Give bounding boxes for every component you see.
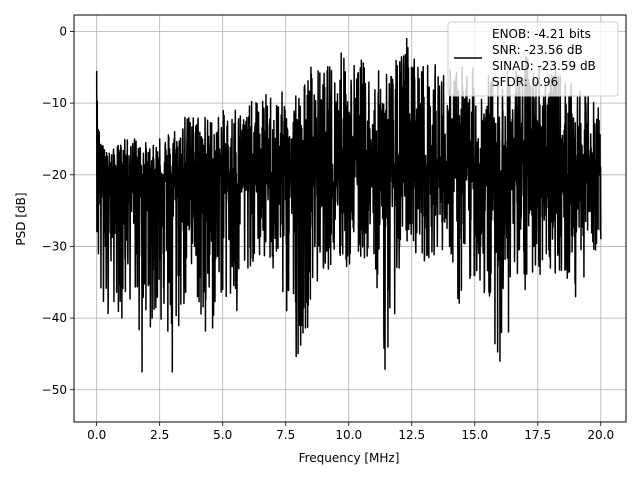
x-tick-label: 17.5 bbox=[524, 428, 551, 442]
x-axis-ticks: 0.0 2.5 5.0 7.5 10.0 12.5 15.0 17.5 20.0 bbox=[87, 422, 614, 442]
x-tick-label: 0.0 bbox=[87, 428, 106, 442]
plot-frame bbox=[73, 14, 627, 423]
y-axis-label: PSD [dB] bbox=[14, 192, 28, 245]
legend-entry-sinad: SINAD: -23.59 dB bbox=[492, 59, 596, 73]
x-tick-label: 20.0 bbox=[587, 428, 614, 442]
legend-entry-enob: ENOB: -4.21 bits bbox=[492, 27, 591, 41]
x-tick-label: 5.0 bbox=[213, 428, 232, 442]
x-tick-label: 7.5 bbox=[276, 428, 295, 442]
y-axis-ticks: 0 −10 −20 −30 −40 −50 bbox=[42, 24, 74, 397]
series-layer bbox=[95, 37, 602, 373]
x-tick-label: 10.0 bbox=[335, 428, 362, 442]
x-axis-label: Frequency [MHz] bbox=[299, 451, 400, 465]
y-tick-label: −50 bbox=[42, 383, 67, 397]
legend-entry-snr: SNR: -23.56 dB bbox=[492, 43, 583, 57]
x-tick-label: 12.5 bbox=[398, 428, 425, 442]
x-tick-label: 15.0 bbox=[461, 428, 488, 442]
x-tick-label: 2.5 bbox=[150, 428, 169, 442]
y-tick-label: 0 bbox=[59, 24, 67, 38]
legend: ENOB: -4.21 bits SNR: -23.56 dB SINAD: -… bbox=[447, 21, 619, 97]
legend-box bbox=[447, 21, 619, 97]
legend-entry-sfdr: SFDR: 0.96 bbox=[492, 75, 558, 89]
y-tick-label: −10 bbox=[42, 96, 67, 110]
y-tick-label: −20 bbox=[42, 168, 67, 182]
psd-series-line bbox=[95, 37, 602, 373]
y-tick-label: −40 bbox=[42, 311, 67, 325]
y-tick-label: −30 bbox=[42, 239, 67, 253]
